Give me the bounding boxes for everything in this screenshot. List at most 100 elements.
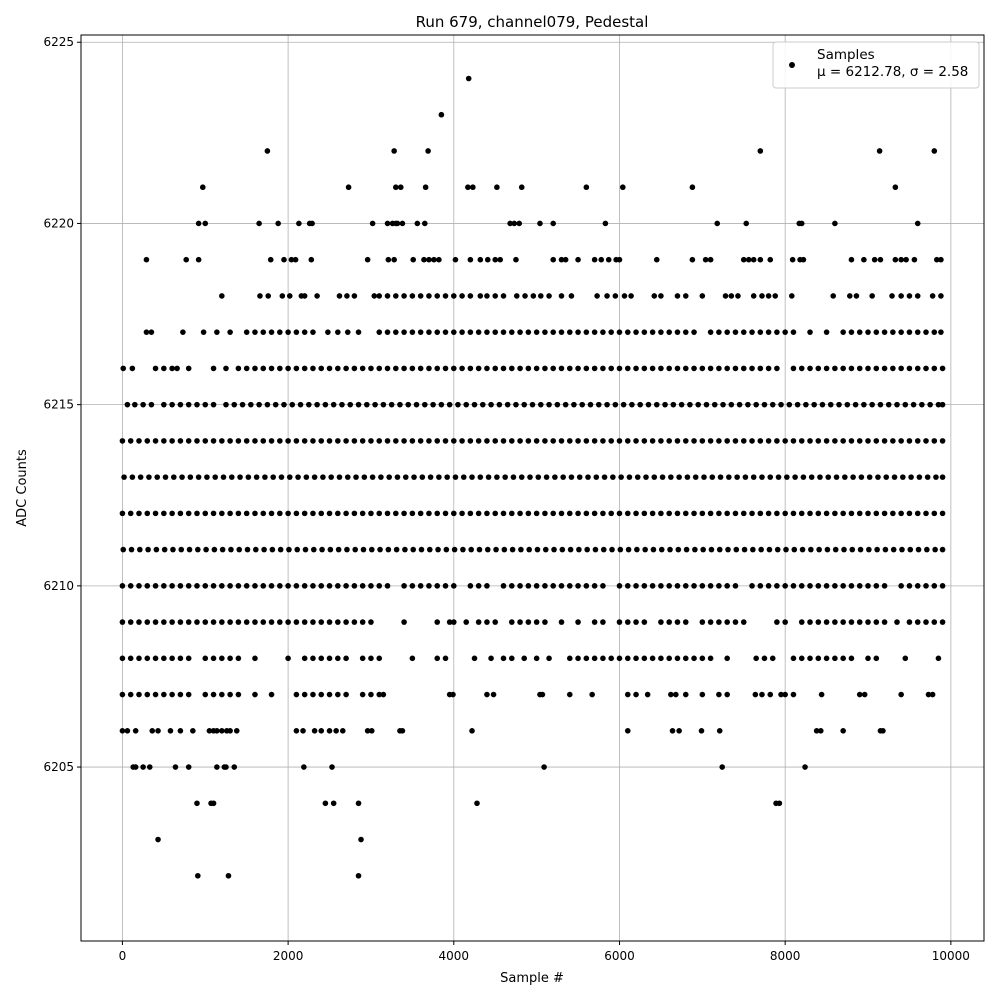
- data-point: [533, 655, 540, 662]
- data-point: [257, 293, 263, 299]
- data-point: [318, 365, 325, 372]
- data-point: [819, 401, 826, 408]
- data-point: [939, 619, 946, 625]
- data-point: [568, 293, 575, 299]
- data-point: [749, 365, 755, 372]
- data-point: [477, 474, 484, 480]
- data-point: [533, 438, 540, 444]
- data-point: [475, 329, 482, 335]
- data-point: [314, 293, 320, 299]
- data-point: [633, 691, 639, 698]
- data-point: [318, 583, 325, 589]
- data-point: [220, 474, 227, 480]
- data-point: [726, 474, 732, 480]
- data-point: [682, 293, 689, 299]
- data-point: [492, 365, 499, 372]
- data-point: [281, 256, 287, 263]
- data-point: [602, 220, 609, 227]
- data-point: [749, 438, 755, 444]
- data-point: [817, 728, 824, 734]
- data-point: [127, 691, 134, 698]
- data-point: [508, 438, 515, 444]
- data-point: [774, 583, 780, 589]
- data-point: [434, 583, 441, 589]
- data-point: [558, 510, 565, 517]
- data-point: [297, 401, 304, 408]
- data-point: [605, 256, 612, 263]
- data-point: [782, 510, 788, 517]
- data-point: [914, 365, 921, 372]
- data-point: [906, 619, 913, 625]
- data-point: [277, 438, 283, 444]
- data-point: [479, 401, 486, 408]
- data-point: [906, 365, 913, 372]
- data-point: [330, 401, 337, 408]
- data-point: [766, 546, 773, 553]
- data-point: [692, 474, 699, 480]
- data-point: [933, 256, 940, 263]
- data-point: [275, 220, 281, 227]
- data-point: [566, 583, 573, 589]
- data-point: [260, 510, 267, 517]
- data-point: [674, 329, 681, 335]
- data-point: [245, 474, 252, 480]
- x-tick-label: 4000: [439, 949, 470, 963]
- data-point: [377, 546, 383, 553]
- data-point: [600, 655, 606, 662]
- data-point: [359, 619, 366, 625]
- data-point: [393, 293, 399, 299]
- data-point: [277, 619, 283, 625]
- data-point: [277, 510, 283, 517]
- data-point: [840, 438, 846, 444]
- data-point: [778, 691, 784, 698]
- data-point: [335, 438, 341, 444]
- data-point: [475, 583, 482, 589]
- data-point: [394, 474, 401, 480]
- data-point: [152, 438, 159, 444]
- data-point: [322, 800, 329, 807]
- data-point: [633, 329, 639, 335]
- data-point: [318, 438, 325, 444]
- data-point: [185, 764, 192, 770]
- data-point: [724, 510, 730, 517]
- data-point: [938, 329, 944, 335]
- data-point: [288, 256, 295, 263]
- data-point: [832, 583, 838, 589]
- data-point: [890, 329, 896, 335]
- data-point: [146, 764, 153, 770]
- legend: Samples μ = 6212.78, σ = 2.58: [772, 41, 980, 89]
- data-point: [817, 474, 823, 480]
- data-point: [484, 691, 490, 698]
- data-point: [401, 329, 407, 335]
- data-point: [296, 220, 302, 227]
- data-point: [219, 728, 225, 734]
- data-point: [467, 256, 474, 263]
- data-point: [535, 474, 542, 480]
- data-point: [753, 401, 759, 408]
- data-point: [798, 365, 805, 372]
- data-point: [202, 691, 209, 698]
- data-point: [533, 365, 540, 372]
- data-point: [682, 583, 689, 589]
- data-point: [621, 293, 628, 299]
- data-point: [326, 655, 333, 662]
- data-point: [560, 474, 566, 480]
- data-point: [641, 510, 648, 517]
- data-point: [386, 474, 392, 480]
- data-point: [775, 474, 782, 480]
- data-point: [371, 293, 378, 299]
- data-point: [450, 438, 457, 444]
- data-point: [124, 401, 131, 408]
- data-point: [881, 438, 888, 444]
- data-point: [409, 329, 416, 335]
- data-point: [728, 293, 735, 299]
- data-point: [753, 655, 759, 662]
- plot-frame: [80, 34, 985, 942]
- data-point: [351, 619, 358, 625]
- data-point: [384, 583, 391, 589]
- data-point: [368, 728, 375, 734]
- data-point: [136, 438, 142, 444]
- data-point: [858, 474, 865, 480]
- data-point: [566, 691, 573, 698]
- data-point: [583, 438, 590, 444]
